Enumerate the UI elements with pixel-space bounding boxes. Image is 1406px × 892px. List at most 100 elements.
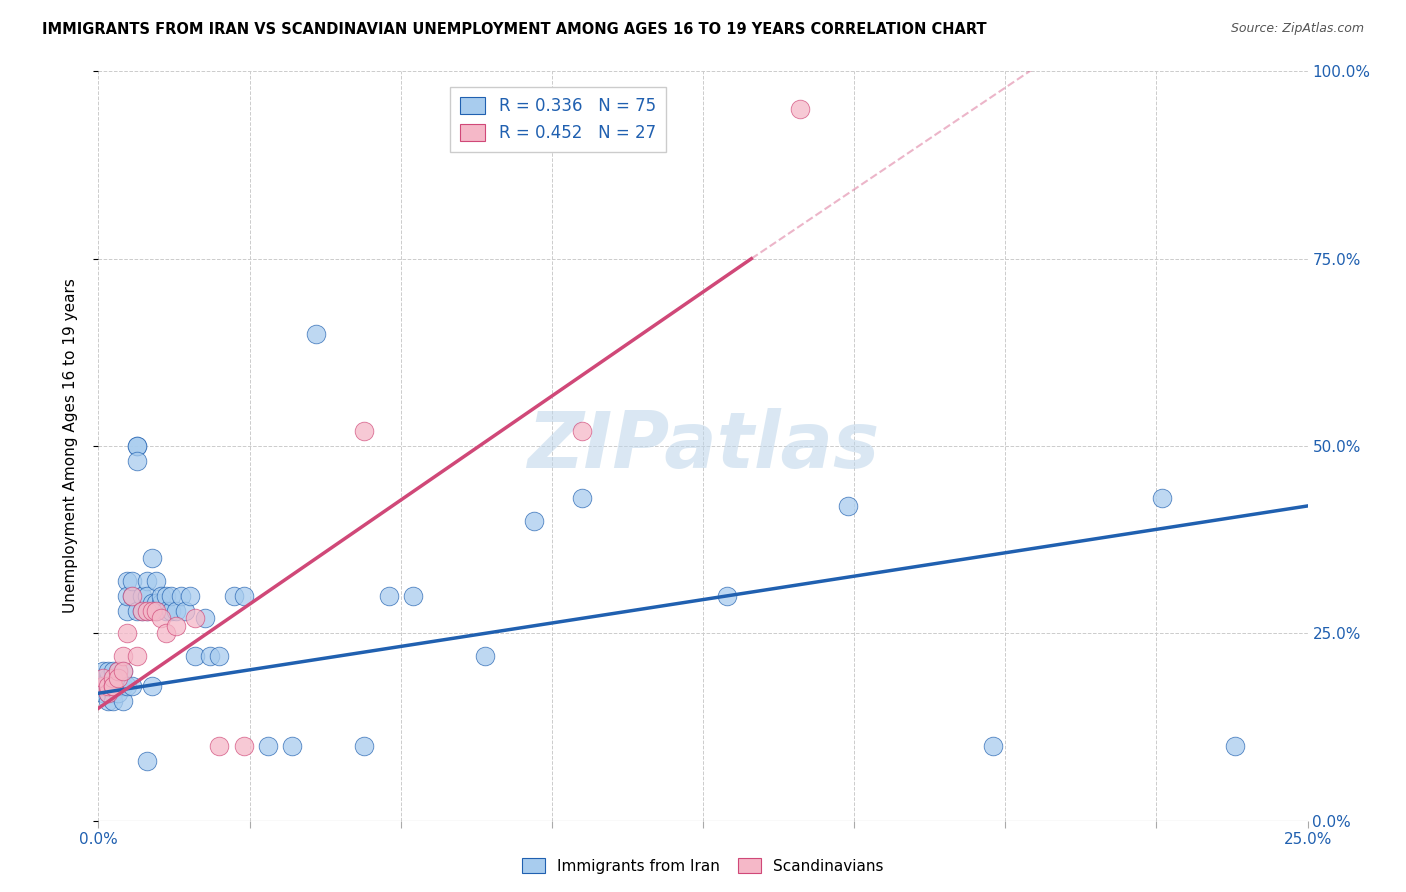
Point xyxy=(121,589,143,603)
Point xyxy=(222,589,245,603)
Point xyxy=(402,589,425,603)
Point xyxy=(232,589,254,603)
Point xyxy=(305,326,328,341)
Point xyxy=(97,671,120,685)
Point xyxy=(141,604,163,618)
Point xyxy=(117,604,139,618)
Point xyxy=(165,604,187,618)
Point xyxy=(117,589,139,603)
Point xyxy=(121,589,143,603)
Point xyxy=(97,664,120,678)
Point xyxy=(135,589,157,603)
Point xyxy=(111,648,134,663)
Point xyxy=(127,454,149,468)
Point xyxy=(141,596,163,610)
Point xyxy=(145,604,167,618)
Point xyxy=(97,679,120,693)
Text: ZIPatlas: ZIPatlas xyxy=(527,408,879,484)
Point xyxy=(169,589,191,603)
Point xyxy=(107,679,129,693)
Point xyxy=(135,604,157,618)
Point xyxy=(150,596,173,610)
Point xyxy=(377,589,399,603)
Point xyxy=(837,499,859,513)
Point xyxy=(127,439,149,453)
Legend: R = 0.336   N = 75, R = 0.452   N = 27: R = 0.336 N = 75, R = 0.452 N = 27 xyxy=(450,87,665,152)
Point xyxy=(97,686,120,700)
Text: Source: ZipAtlas.com: Source: ZipAtlas.com xyxy=(1230,22,1364,36)
Point xyxy=(91,686,114,700)
Point xyxy=(135,604,157,618)
Point xyxy=(127,439,149,453)
Point xyxy=(155,589,177,603)
Point xyxy=(208,739,231,753)
Point xyxy=(101,686,124,700)
Y-axis label: Unemployment Among Ages 16 to 19 years: Unemployment Among Ages 16 to 19 years xyxy=(63,278,77,614)
Point xyxy=(97,694,120,708)
Point xyxy=(150,589,173,603)
Point xyxy=(571,424,593,438)
Point xyxy=(145,574,167,588)
Point xyxy=(131,604,153,618)
Point xyxy=(111,679,134,693)
Point xyxy=(101,679,124,693)
Point xyxy=(101,671,124,685)
Point xyxy=(97,679,120,693)
Point xyxy=(101,694,124,708)
Point xyxy=(127,604,149,618)
Point xyxy=(145,596,167,610)
Point xyxy=(160,604,183,618)
Point xyxy=(111,664,134,678)
Point xyxy=(789,102,811,116)
Point xyxy=(101,679,124,693)
Point xyxy=(135,574,157,588)
Point xyxy=(198,648,221,663)
Point xyxy=(1152,491,1174,506)
Point xyxy=(141,679,163,693)
Text: IMMIGRANTS FROM IRAN VS SCANDINAVIAN UNEMPLOYMENT AMONG AGES 16 TO 19 YEARS CORR: IMMIGRANTS FROM IRAN VS SCANDINAVIAN UNE… xyxy=(42,22,987,37)
Point xyxy=(184,611,207,625)
Point xyxy=(141,551,163,566)
Point xyxy=(571,491,593,506)
Point xyxy=(281,739,304,753)
Point xyxy=(91,664,114,678)
Point xyxy=(208,648,231,663)
Point xyxy=(256,739,278,753)
Point xyxy=(121,679,143,693)
Point xyxy=(131,589,153,603)
Point xyxy=(184,648,207,663)
Point xyxy=(91,671,114,685)
Point xyxy=(160,589,183,603)
Point xyxy=(101,671,124,685)
Point xyxy=(117,626,139,640)
Point xyxy=(101,679,124,693)
Point xyxy=(111,664,134,678)
Point xyxy=(232,739,254,753)
Point xyxy=(155,626,177,640)
Point xyxy=(981,739,1004,753)
Point xyxy=(117,679,139,693)
Point xyxy=(474,648,496,663)
Point xyxy=(523,514,546,528)
Point xyxy=(101,679,124,693)
Point xyxy=(716,589,738,603)
Point xyxy=(135,754,157,768)
Point xyxy=(91,679,114,693)
Point xyxy=(165,619,187,633)
Point xyxy=(145,604,167,618)
Point xyxy=(107,671,129,685)
Point xyxy=(179,589,201,603)
Point xyxy=(107,664,129,678)
Point xyxy=(117,574,139,588)
Point xyxy=(97,686,120,700)
Point xyxy=(353,739,375,753)
Point xyxy=(91,679,114,693)
Legend: Immigrants from Iran, Scandinavians: Immigrants from Iran, Scandinavians xyxy=(516,852,890,880)
Point xyxy=(107,686,129,700)
Point xyxy=(107,679,129,693)
Point xyxy=(150,611,173,625)
Point xyxy=(127,648,149,663)
Point xyxy=(101,664,124,678)
Point xyxy=(121,574,143,588)
Point xyxy=(107,671,129,685)
